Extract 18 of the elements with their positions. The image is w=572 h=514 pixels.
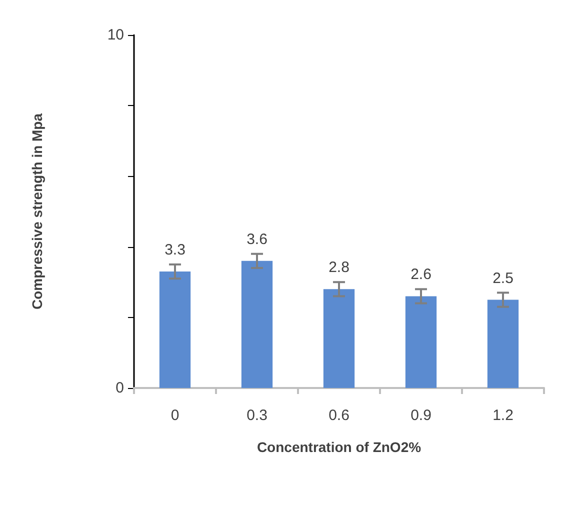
y-axis-title: Compressive strength in Mpa: [29, 113, 45, 310]
data-label: 2.8: [328, 259, 350, 276]
data-label: 2.6: [410, 266, 432, 284]
y-tick-label: 10: [107, 26, 124, 44]
x-axis-title: Concentration of ZnO2%: [256, 439, 422, 455]
bar: [405, 296, 437, 388]
x-tick-label: 0: [170, 407, 180, 424]
data-label: 3.3: [164, 242, 186, 259]
x-tick-label: 1.2: [492, 407, 514, 424]
bar: [487, 300, 519, 388]
bar: [241, 260, 273, 388]
bar: [323, 289, 355, 388]
data-label: 2.5: [492, 270, 514, 287]
bar: [159, 272, 191, 388]
x-tick-label: 0.9: [410, 407, 432, 424]
x-tick-label: 0.6: [328, 407, 350, 424]
x-tick-label: 0.3: [246, 407, 268, 424]
data-label: 3.6: [246, 230, 268, 248]
